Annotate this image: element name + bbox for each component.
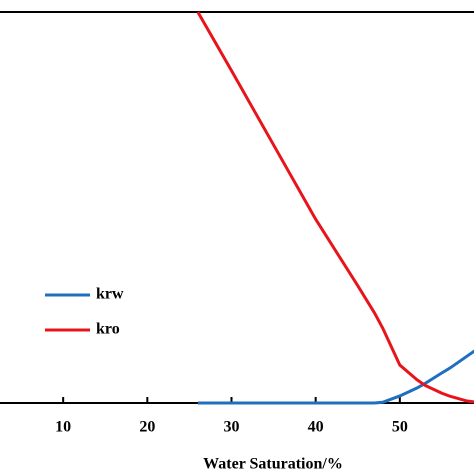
x-tick-label: 10 xyxy=(55,419,71,436)
x-tick-label: 40 xyxy=(308,419,324,436)
x-tick-label: 50 xyxy=(392,419,408,436)
x-axis-label: Water Saturation/% xyxy=(203,456,343,473)
line-series xyxy=(197,349,474,405)
legend-label: kro xyxy=(96,321,120,338)
x-tick-label: 30 xyxy=(224,419,240,436)
x-tick-label: 20 xyxy=(139,419,155,436)
line-series xyxy=(196,11,474,404)
plot-frame xyxy=(0,11,474,404)
legend-label: krw xyxy=(96,286,124,303)
